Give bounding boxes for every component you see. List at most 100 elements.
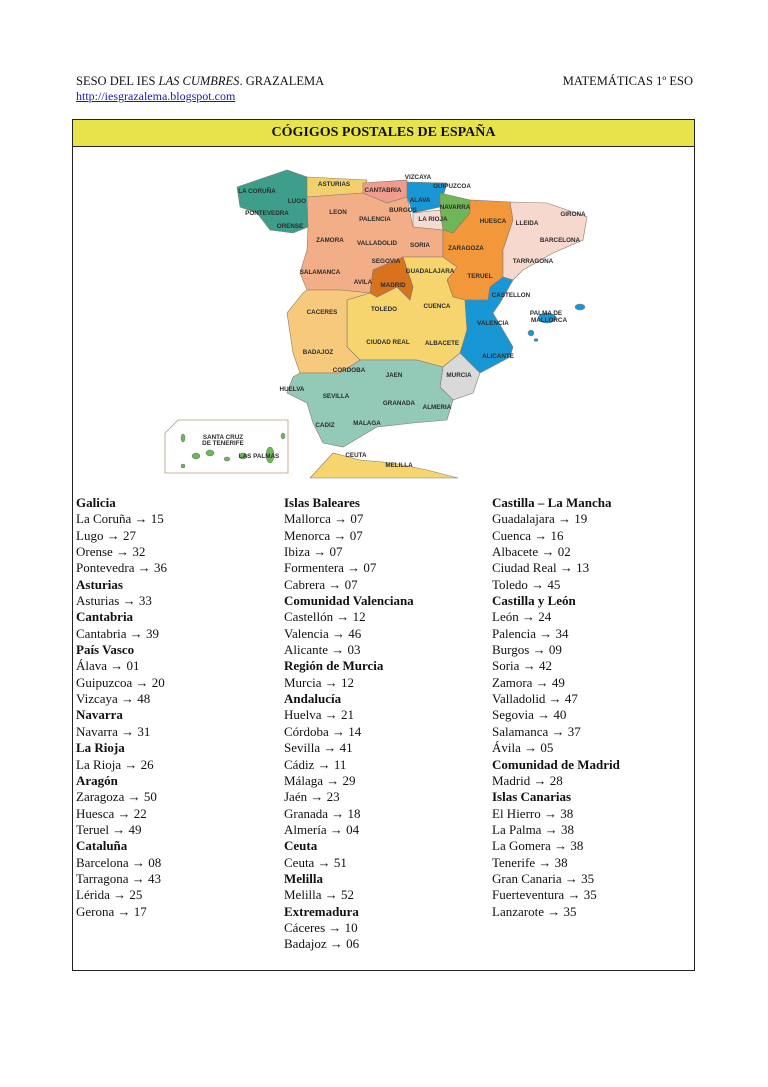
island-baleares: [533, 338, 539, 342]
island-canarias: [205, 449, 215, 457]
province-code-item: León → 24: [492, 609, 552, 625]
province-code-item: Formentera → 07: [284, 560, 377, 576]
map-label: CASTELLON: [492, 292, 531, 299]
map-label: ZARAGOZA: [448, 245, 484, 252]
region-heading: Asturias: [76, 576, 123, 592]
region-heading: Castilla – La Mancha: [492, 495, 612, 510]
region-heading: Navarra: [76, 707, 123, 723]
region-heading: País Vasco: [76, 642, 135, 658]
province-code-item: El Hierro → 38: [492, 805, 574, 821]
map-label: JAEN: [386, 372, 403, 379]
map-label: CORDOBA: [333, 367, 366, 374]
province-code-item: La Palma → 38: [492, 821, 574, 837]
map-label: CANTABRIA: [365, 187, 402, 194]
province-code-item: Valencia → 46: [284, 625, 362, 641]
map-label: CIUDAD REAL: [366, 339, 410, 346]
page-title: CÓGIGOS POSTALES DE ESPAÑA: [73, 120, 694, 147]
province-code-item: Guipuzcoa → 20: [76, 674, 165, 690]
map-label: TARRAGONA: [513, 258, 554, 265]
content-box: CÓGIGOS POSTALES DE ESPAÑA: [72, 119, 695, 971]
map-label: SALAMANCA: [300, 269, 341, 276]
province-code-item: Huelva → 21: [284, 707, 355, 723]
province-code-item: Cáceres → 10: [284, 919, 358, 935]
blog-link[interactable]: http://iesgrazalema.blogspot.com: [76, 89, 236, 103]
map-label: VIZCAYA: [405, 174, 432, 181]
province-code-item: Menorca → 07: [284, 527, 363, 543]
province-code-item: Toledo → 45: [492, 576, 561, 592]
province-code-item: Albacete → 02: [492, 544, 571, 560]
province-code-item: Ibiza → 07: [284, 544, 343, 560]
map-label: LLEIDA: [516, 220, 539, 227]
region-heading: Cantabria: [76, 609, 134, 625]
island-canarias: [223, 456, 231, 462]
map-label: SANTA CRUZ: [203, 434, 243, 441]
map-label: TOLEDO: [371, 306, 397, 313]
island-baleares: [574, 303, 586, 311]
map-label: GIRONA: [560, 211, 586, 218]
map-label: HUESCA: [480, 218, 507, 225]
map-label: ALBACETE: [425, 340, 459, 347]
map-label: SEGOVIA: [372, 258, 401, 265]
province-code-item: Valladolid → 47: [492, 691, 578, 707]
province-code-item: La Coruña → 15: [76, 511, 164, 527]
map-label: ALMERIA: [423, 404, 452, 411]
region-heading: Castilla y León: [492, 593, 576, 609]
map-label: BURGOS: [389, 207, 417, 214]
province-code-item: Orense → 32: [76, 544, 146, 560]
region-heading: Islas Baleares: [284, 495, 360, 510]
province-code-item: Badajoz → 06: [284, 936, 360, 952]
province-code-item: Teruel → 49: [76, 821, 142, 837]
region-heading: Cataluña: [76, 838, 128, 854]
province-code-item: Lugo → 27: [76, 527, 136, 543]
province-code-item: Barcelona → 08: [76, 854, 162, 870]
island-canarias: [265, 446, 275, 464]
island-canarias: [180, 463, 186, 469]
region-heading: Comunidad de Madrid: [492, 756, 620, 772]
africa-coast-ceuta-melilla: [309, 452, 459, 479]
province-code-item: Cantabria → 39: [76, 625, 160, 641]
province-code-item: Málaga → 29: [284, 772, 356, 788]
map-label: ZAMORA: [316, 237, 344, 244]
province-code-item: Almería → 04: [284, 821, 360, 837]
header-school: SESO DEL IES LAS CUMBRES. GRAZALEMA: [76, 74, 324, 89]
map-label: TERUEL: [467, 273, 492, 280]
province-code-item: Ciudad Real → 13: [492, 560, 590, 576]
map-label: CACERES: [307, 309, 338, 316]
province-code-item: Palencia → 34: [492, 625, 569, 641]
province-code-item: Huesca → 22: [76, 805, 147, 821]
region-andalucia: [286, 359, 454, 448]
school-suffix: . GRAZALEMA: [239, 74, 325, 88]
province-code-item: Gran Canaria → 35: [492, 870, 595, 886]
map-label: ASTURIAS: [318, 181, 350, 188]
province-code-item: Jaén → 23: [284, 789, 340, 805]
province-code-item: Cabrera → 07: [284, 576, 358, 592]
column-3: Castilla – La Mancha Guadalajara → 19 Cuen…: [492, 495, 620, 920]
region-pais-vasco: [406, 181, 448, 214]
map-label: LAS PALMAS: [239, 453, 279, 460]
province-code-item: Guadalajara → 19: [492, 511, 588, 527]
region-heading: Región de Murcia: [284, 658, 384, 674]
island-canarias: [191, 452, 201, 460]
column-1: Galicia La Coruña → 15 Lugo → 27 Orense → 3…: [76, 495, 167, 920]
region-heading: La Rioja: [76, 740, 125, 756]
map-label: MADRID: [380, 282, 406, 289]
province-code-item: Pontevedra → 36: [76, 560, 167, 576]
map-label: MURCIA: [446, 372, 472, 379]
province-code-item: Alicante → 03: [284, 642, 361, 658]
region-galicia: [236, 169, 309, 234]
school-name: LAS CUMBRES: [158, 74, 240, 88]
map-label: PALMA DE: [530, 310, 562, 317]
province-code-item: Salamanca → 37: [492, 723, 581, 739]
map-label: GUIPUZCOA: [433, 183, 471, 190]
province-code-item: Lérida → 25: [76, 887, 143, 903]
island-canarias: [180, 433, 186, 443]
province-code-item: Sevilla → 41: [284, 740, 353, 756]
province-code-item: Ceuta → 51: [284, 854, 347, 870]
province-code-item: Tarragona → 43: [76, 870, 162, 886]
region-valencia: [459, 276, 514, 374]
map-label: ALICANTE: [482, 353, 514, 360]
region-heading: Ceuta: [284, 838, 318, 854]
province-code-item: Ávila → 05: [492, 740, 554, 756]
map-label: CUENCA: [424, 303, 451, 310]
